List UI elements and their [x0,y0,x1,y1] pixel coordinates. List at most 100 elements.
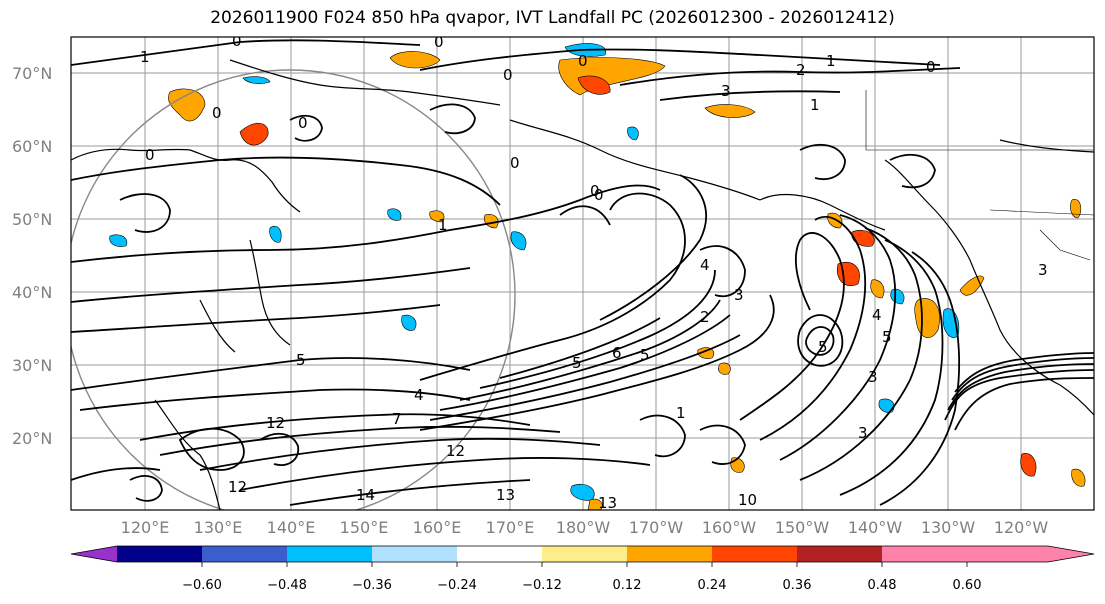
lon-label: 170°W [629,518,684,537]
contour-label: 14 [356,486,375,504]
contour-line [199,437,601,471]
coastline [1059,384,1094,416]
coastline [509,119,761,201]
contour-line [289,114,323,142]
colorbar-tick-label: 0.12 [613,578,642,593]
contour-label: 3 [721,82,731,100]
shade-patch [242,76,271,84]
colorbar-bin [712,546,797,562]
border-line [1039,229,1091,261]
contour-label: 0 [590,182,600,200]
colorbar-tick-label: 0.36 [783,578,812,593]
coastline [884,159,1061,386]
colorbar-tick-label: 0.48 [868,578,897,593]
contour-label: 7 [392,410,402,428]
contour-label: 5 [640,346,650,364]
contour-label: 0 [510,154,520,172]
contour-line [944,369,1094,421]
contour-line [699,424,746,465]
contour-line [459,299,721,401]
colorbar-bin [882,546,967,562]
contour-line [71,467,161,481]
colorbar-tick-label: −0.60 [182,578,222,593]
colorbar-tick-label: −0.24 [437,578,477,593]
coastline [71,148,301,213]
colorbar-bin [202,546,287,562]
contour-line [947,363,1094,411]
colorbar-extend-high-tip [1048,546,1094,562]
colorbar-ticks [201,562,968,567]
lon-label: 120°E [121,518,170,537]
lon-label: 150°E [340,518,389,537]
coastline [154,399,221,510]
shade-patch [483,214,499,229]
lon-label: 140°W [848,518,903,537]
colorbar-extend-low [71,546,117,562]
coastlines [71,59,1094,510]
shade-patch [870,279,885,299]
lon-label: 120°W [994,518,1049,537]
contour-label: 0 [212,104,222,122]
contour-label: 6 [612,344,622,362]
contour-label: 5 [296,351,306,369]
border-line [865,90,1094,151]
contour-label: 1 [810,96,820,114]
contour-line [71,156,501,206]
contour-line [239,457,651,491]
contour-line [599,174,707,321]
shade-patch [890,288,905,305]
contour-line [799,227,923,481]
contour-label: 0 [145,146,155,164]
lat-label: 20°N [12,429,52,448]
coastline [229,59,501,106]
contour-line [639,414,686,458]
qvapor-shading [109,43,1086,510]
colorbar-tick-labels: −0.60 −0.48 −0.36 −0.24 −0.12 0.12 0.24 … [182,578,981,593]
contour-label: 13 [598,494,617,512]
shade-patch [1071,468,1086,487]
contour-line [71,304,441,333]
shade-patch [239,123,269,146]
contour-line [79,388,471,411]
contour-label: 0 [434,33,444,51]
colorbar-bin [457,546,542,562]
contour-label: 10 [738,491,757,509]
contour-line [419,48,941,71]
shade-patch [718,362,731,375]
lat-label: 30°N [12,356,52,375]
contour-line [479,269,716,389]
contour-label: 4 [414,386,424,404]
contour-label: 5 [882,328,892,346]
map-title: 2026011900 F024 850 hPa qvapor, IVT Land… [210,8,895,28]
lon-label: 130°W [921,518,976,537]
lat-label: 60°N [12,137,52,156]
colorbar-tick-label: 0.24 [698,578,727,593]
contour-line [779,214,897,461]
colorbar: −0.60 −0.48 −0.36 −0.24 −0.12 0.12 0.24 … [70,545,1095,593]
contour-label: 0 [298,114,308,132]
colorbar-tick-label: 0.60 [953,578,982,593]
shade-patch [1070,199,1082,219]
latitude-labels: 70°N 60°N 50°N 40°N 30°N 20°N [12,64,52,448]
shade-patch [387,208,402,221]
lon-label: 180°W [556,518,611,537]
contour-line [954,377,1094,431]
range-ring [71,69,516,510]
contour-line [419,294,775,431]
contour-label: 0 [503,66,513,84]
contour-label: 4 [872,306,882,324]
contour-line [739,232,845,421]
map-frame [70,36,1095,511]
contour-line [159,425,561,456]
contour-line [759,215,867,441]
contour-label: 2 [700,308,710,326]
colorbar-tick-label: −0.36 [352,578,392,593]
shade-patch [429,210,445,223]
contour-line [889,153,936,189]
lat-label: 70°N [12,64,52,83]
colorbar-outline [70,545,1095,563]
colorbar-bin [287,546,372,562]
lat-label: 40°N [12,283,52,302]
contour-line [805,326,835,356]
contour-line [71,267,471,303]
